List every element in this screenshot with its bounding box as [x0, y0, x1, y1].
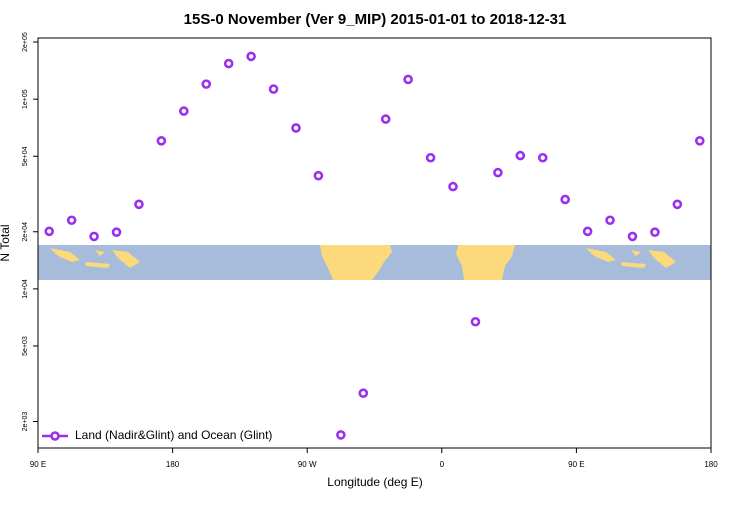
y-tick-label: 2e+05: [22, 32, 29, 52]
point: [111, 227, 122, 237]
y-tick-label: 1e+04: [22, 279, 29, 299]
legend-marker: [50, 431, 60, 441]
x-tick-label: 90 W: [298, 460, 317, 469]
x-tick-label: 90 E: [30, 460, 46, 469]
plot-frame: [37, 37, 712, 449]
x-tick-label: 180: [166, 460, 180, 469]
x-tick-label: 0: [440, 460, 445, 469]
point: [672, 199, 683, 210]
point: [650, 227, 660, 237]
point: [89, 231, 99, 242]
point: [627, 231, 638, 242]
point: [268, 84, 279, 94]
chart-title: 15S-0 November (Ver 9_MIP) 2015-01-01 to…: [184, 11, 567, 28]
y-tick-label: 5e+03: [22, 336, 29, 356]
point: [291, 123, 301, 133]
point: [156, 136, 167, 146]
point: [493, 167, 503, 178]
map-strip: [38, 245, 711, 280]
point: [313, 170, 324, 181]
point: [358, 388, 369, 398]
point: [694, 136, 705, 146]
x-tick-label: 180: [704, 460, 718, 469]
point: [560, 194, 570, 205]
point: [403, 74, 413, 85]
point: [582, 226, 593, 237]
point: [66, 215, 77, 226]
point: [515, 150, 526, 161]
x-tick-label: 90 E: [568, 460, 584, 469]
point: [179, 106, 189, 116]
y-tick-label: 2e+03: [22, 412, 29, 432]
point: [605, 215, 615, 226]
point: [44, 226, 55, 237]
point: [537, 152, 548, 163]
point: [470, 316, 481, 327]
y-axis-label: N Total: [0, 224, 12, 261]
point: [201, 79, 212, 89]
x-axis-label: Longitude (deg E): [327, 475, 422, 489]
point: [246, 51, 256, 62]
y-tick-label: 2e+04: [22, 222, 29, 242]
point: [336, 430, 346, 440]
point: [448, 181, 458, 192]
point: [134, 199, 144, 210]
point: [223, 58, 234, 69]
legend-label: Land (Nadir&Glint) and Ocean (Glint): [75, 428, 272, 442]
y-tick-label: 1e+05: [22, 89, 29, 109]
point: [380, 114, 391, 124]
y-tick-label: 5e+04: [22, 146, 29, 166]
point: [425, 152, 436, 163]
